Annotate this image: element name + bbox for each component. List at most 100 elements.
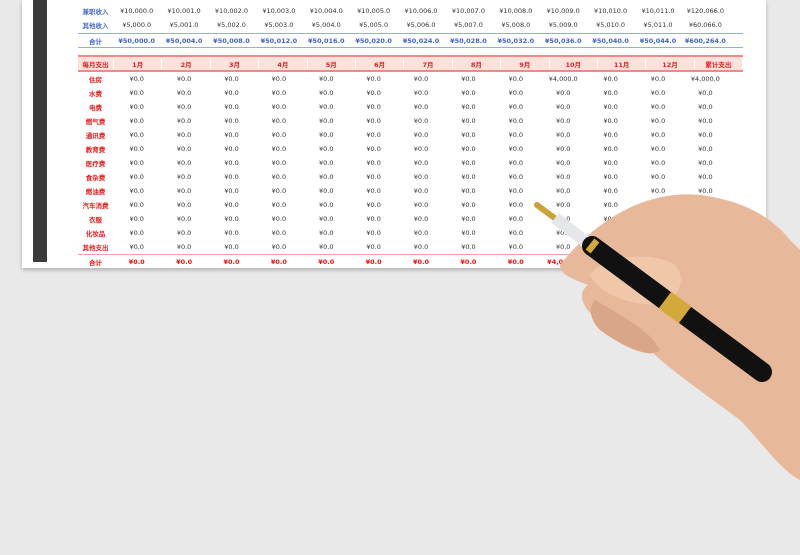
table-cell[interactable]: ¥0.0 [366, 215, 381, 223]
table-cell[interactable]: ¥0.0 [129, 201, 144, 209]
table-cell[interactable]: ¥0.0 [413, 215, 429, 223]
table-cell[interactable]: ¥0.0 [413, 89, 429, 97]
table-cell[interactable]: ¥0.0 [366, 103, 381, 111]
table-cell[interactable]: ¥0.0 [366, 145, 381, 153]
table-cell[interactable]: ¥0.0 [461, 103, 476, 111]
table-cell[interactable]: ¥0.0 [129, 145, 144, 153]
table-cell[interactable]: ¥0.0 [366, 243, 381, 251]
table-cell[interactable]: ¥0.0 [129, 173, 144, 181]
table-cell[interactable]: ¥0.0 [603, 103, 618, 111]
table-cell[interactable]: ¥50,000.0 [118, 36, 155, 45]
table-cell[interactable]: ¥0.0 [508, 215, 524, 223]
table-cell[interactable]: ¥0.0 [508, 145, 524, 153]
table-cell[interactable]: ¥0.0 [555, 229, 571, 237]
table-cell[interactable]: ¥50,036.0 [544, 36, 582, 45]
table-cell[interactable]: ¥0.0 [603, 201, 618, 209]
table-cell[interactable]: ¥0.0 [555, 159, 571, 167]
table-cell[interactable]: ¥0.0 [508, 229, 524, 237]
table-cell[interactable]: ¥0.0 [650, 131, 666, 139]
table-cell[interactable]: ¥10,003.0 [262, 7, 296, 15]
table-cell[interactable]: ¥0.0 [603, 173, 618, 181]
table-cell[interactable]: ¥0.0 [461, 229, 476, 237]
table-cell[interactable]: ¥0.0 [650, 103, 666, 111]
table-cell[interactable]: ¥0.0 [271, 103, 287, 111]
table-cell[interactable]: ¥0.0 [555, 131, 571, 139]
table-cell[interactable]: ¥60,066.0 [688, 21, 722, 29]
table-cell[interactable]: ¥0.0 [461, 145, 476, 153]
table-cell[interactable]: ¥0.0 [176, 117, 192, 125]
table-cell[interactable]: ¥0.0 [698, 145, 713, 153]
table-cell[interactable]: ¥0.0 [319, 229, 334, 237]
table-cell[interactable]: ¥0.0 [224, 131, 239, 139]
table-cell[interactable]: ¥50,004.0 [165, 36, 203, 45]
table-cell[interactable]: ¥0.0 [271, 117, 287, 125]
table-cell[interactable]: ¥50,032.0 [497, 36, 535, 45]
table-cell[interactable]: ¥0.0 [461, 159, 476, 167]
table-cell[interactable]: ¥5,010.0 [596, 21, 626, 29]
table-cell[interactable]: ¥0.0 [129, 131, 144, 139]
table-cell[interactable]: ¥0.0 [270, 258, 287, 266]
table-cell[interactable]: ¥0.0 [603, 159, 618, 167]
table-cell[interactable]: ¥10,001.0 [167, 7, 201, 15]
table-cell[interactable]: ¥50,012.0 [260, 36, 298, 45]
table-cell[interactable]: ¥5,009.0 [548, 21, 578, 29]
table-cell[interactable]: ¥0.0 [176, 145, 192, 153]
table-cell[interactable]: ¥0.0 [603, 89, 618, 97]
table-cell[interactable]: ¥0.0 [224, 201, 239, 209]
table-cell[interactable]: ¥0.0 [366, 117, 381, 125]
table-cell[interactable]: ¥0.0 [129, 243, 144, 251]
table-cell[interactable]: ¥0.0 [129, 103, 144, 111]
table-cell[interactable]: ¥0.0 [366, 131, 381, 139]
table-cell[interactable]: ¥10,008.0 [499, 7, 533, 15]
table-cell[interactable]: ¥50,024.0 [402, 36, 440, 45]
table-cell[interactable]: ¥0.0 [176, 103, 192, 111]
table-cell[interactable]: ¥0.0 [508, 89, 524, 97]
table-cell[interactable]: ¥0.0 [366, 229, 381, 237]
table-cell[interactable]: ¥0.0 [461, 201, 476, 209]
table-cell[interactable]: ¥0.0 [650, 75, 666, 83]
table-cell[interactable]: ¥10,006.0 [404, 7, 438, 15]
table-cell[interactable]: ¥0.0 [319, 243, 334, 251]
table-cell[interactable]: ¥0.0 [224, 89, 239, 97]
table-cell[interactable]: ¥0.0 [128, 258, 145, 266]
table-cell[interactable]: ¥0.0 [650, 145, 666, 153]
table-cell[interactable]: ¥0.0 [508, 173, 524, 181]
table-cell[interactable]: ¥0.0 [413, 75, 429, 83]
table-cell[interactable]: ¥0.0 [603, 117, 618, 125]
table-cell[interactable]: ¥0.0 [224, 117, 239, 125]
table-cell[interactable]: ¥0.0 [176, 229, 192, 237]
table-cell[interactable]: ¥0.0 [224, 173, 239, 181]
table-cell[interactable]: ¥0.0 [319, 187, 334, 195]
table-cell[interactable]: ¥0.0 [698, 103, 713, 111]
table-cell[interactable]: ¥0.0 [319, 215, 334, 223]
table-cell[interactable]: ¥0.0 [650, 159, 666, 167]
table-cell[interactable]: ¥0.0 [319, 131, 334, 139]
table-cell[interactable]: ¥0.0 [413, 173, 429, 181]
table-cell[interactable]: ¥0.0 [129, 117, 144, 125]
table-cell[interactable]: ¥0.0 [176, 215, 192, 223]
table-cell[interactable]: ¥0.0 [129, 215, 144, 223]
table-cell[interactable]: ¥0.0 [413, 131, 429, 139]
table-cell[interactable]: ¥0.0 [413, 159, 429, 167]
table-cell[interactable]: ¥10,000.0 [120, 7, 154, 15]
table-cell[interactable]: ¥5,002.0 [217, 21, 246, 29]
table-cell[interactable]: ¥0.0 [508, 103, 524, 111]
table-cell[interactable]: ¥0.0 [603, 145, 618, 153]
table-cell[interactable]: ¥0.0 [319, 159, 334, 167]
table-cell[interactable]: ¥0.0 [461, 89, 476, 97]
table-cell[interactable]: ¥0.0 [555, 201, 571, 209]
table-cell[interactable]: ¥0.0 [698, 131, 713, 139]
table-cell[interactable]: ¥0.0 [319, 103, 334, 111]
table-cell[interactable]: ¥0.0 [413, 103, 429, 111]
table-cell[interactable]: ¥0.0 [603, 187, 618, 195]
table-cell[interactable]: ¥0.0 [224, 75, 239, 83]
table-cell[interactable]: ¥0.0 [224, 145, 239, 153]
table-cell[interactable]: ¥0.0 [603, 75, 618, 83]
table-cell[interactable]: ¥0.0 [507, 258, 524, 266]
table-cell[interactable]: ¥0.0 [319, 75, 334, 83]
table-cell[interactable]: ¥50,008.0 [213, 36, 250, 45]
table-cell[interactable]: ¥0.0 [271, 229, 287, 237]
table-cell[interactable]: ¥0.0 [698, 159, 713, 167]
table-cell[interactable]: ¥0.0 [129, 187, 144, 195]
table-cell[interactable]: ¥0.0 [366, 89, 381, 97]
